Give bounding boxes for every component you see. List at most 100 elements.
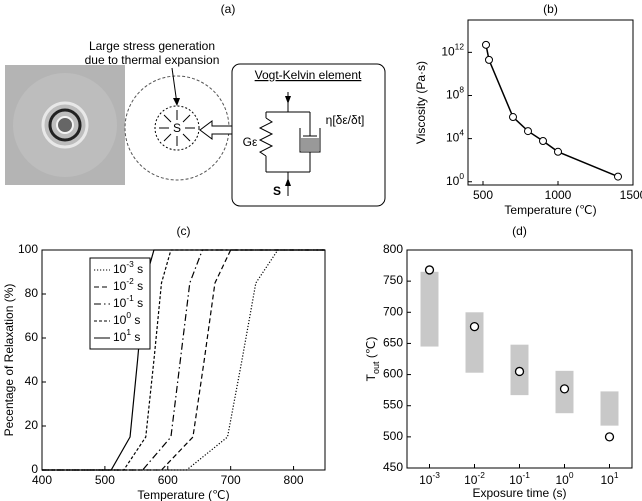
text-run: 10 — [446, 131, 460, 145]
text-run: 800 — [284, 473, 304, 487]
text-run: 800 — [383, 242, 403, 256]
text-run: 100 — [18, 242, 38, 256]
y-tick-label: 550 — [383, 398, 403, 412]
text-run: (b) — [543, 2, 558, 16]
y-tick-label: 80 — [25, 286, 39, 300]
text-run: Pecentage of Relaxation (%) — [2, 284, 16, 437]
text-run: 550 — [383, 398, 403, 412]
y-tick-label: 500 — [383, 429, 403, 443]
text-run: 400 — [32, 473, 52, 487]
text-run: 10 — [441, 45, 455, 59]
text-run: (℃) — [364, 337, 378, 362]
x-axis-label: Temperature (℃) — [504, 203, 596, 217]
text-run: 10 — [113, 330, 127, 344]
text-run: 500 — [473, 188, 493, 202]
text-run: Vogt-Kelvin element — [255, 68, 362, 82]
x-tick-label: 600 — [158, 473, 178, 487]
superscript: 1 — [126, 327, 131, 337]
text-run: 450 — [383, 460, 403, 474]
x-tick-label: 400 — [32, 473, 52, 487]
text-run: 1000 — [545, 188, 572, 202]
y-axis-label: Tout (℃) — [364, 337, 381, 382]
superscript: -3 — [126, 259, 134, 269]
plot-frame — [41, 249, 326, 471]
text-run: 80 — [25, 286, 39, 300]
hollow-arrow — [199, 120, 233, 140]
text-run: Viscosity (Pa·s) — [414, 61, 428, 144]
y-tick-label: 104 — [446, 128, 464, 145]
text-run: 500 — [95, 473, 115, 487]
data-point — [469, 321, 480, 332]
micrograph-ring — [41, 101, 89, 149]
legend-label: 10-3 s — [113, 259, 143, 276]
force-arrow — [285, 96, 291, 104]
data-point — [424, 265, 435, 275]
chart-title: (d) — [512, 224, 527, 238]
text-run: Gε — [243, 135, 258, 149]
data-point — [482, 40, 490, 49]
text-run: 60 — [25, 330, 39, 344]
data-point — [614, 172, 622, 181]
text-run: 500 — [383, 429, 403, 443]
data-line — [42, 249, 325, 471]
legend-label: 100 s — [113, 310, 140, 327]
text-run: 10 — [600, 473, 614, 487]
text-run: 10 — [464, 473, 478, 487]
y-axis-label: Viscosity (Pa·s) — [414, 61, 428, 144]
y-tick-label: 450 — [383, 460, 403, 474]
superscript: 0 — [569, 470, 574, 480]
text-run: 10 — [446, 174, 460, 188]
x-tick-label: 101 — [600, 470, 618, 487]
spring-label: Gε — [243, 135, 258, 149]
text-run: 40 — [25, 374, 39, 388]
element-box — [231, 63, 386, 207]
text-run: 10 — [509, 473, 523, 487]
range-bar — [465, 312, 484, 373]
data-line — [42, 249, 325, 471]
data-point — [554, 147, 562, 156]
superscript: -1 — [126, 293, 134, 303]
text-run: Exposure time (s) — [472, 486, 566, 500]
legend-label: 10-2 s — [113, 276, 143, 293]
text-run: 0 — [31, 462, 38, 476]
x-tick-label: 500 — [473, 188, 493, 202]
dashpot-fluid — [301, 138, 319, 151]
text-run: (d) — [512, 224, 527, 238]
x-tick-label: 100 — [555, 470, 573, 487]
range-bar — [420, 271, 439, 347]
pointer-head — [173, 98, 180, 106]
data-point — [524, 127, 532, 136]
annotation: Large stress generation — [89, 39, 215, 53]
panel-label: (a) — [221, 2, 236, 16]
y-tick-label: 60 — [25, 330, 39, 344]
text-run: 600 — [383, 367, 403, 381]
y-tick-label: 700 — [383, 304, 403, 318]
superscript: 0 — [126, 310, 131, 320]
superscript: -1 — [522, 470, 530, 480]
y-tick-label: 108 — [446, 85, 464, 102]
text-run: S — [173, 121, 181, 135]
y-tick-label: 750 — [383, 273, 403, 287]
micrograph-core — [56, 116, 74, 134]
data-point — [485, 55, 493, 64]
data-point — [514, 366, 525, 377]
text-run: Temperature (℃) — [137, 488, 229, 501]
text-run: 700 — [383, 304, 403, 318]
superscript: 12 — [455, 42, 465, 52]
y-tick-label: 0 — [31, 462, 38, 476]
superscript: 1 — [614, 470, 619, 480]
data-point — [539, 137, 547, 146]
micrograph-ring — [48, 108, 82, 142]
text-run: 700 — [221, 473, 241, 487]
text-run: 10 — [113, 262, 127, 276]
text-run: 10 — [113, 313, 127, 327]
text-run: 10 — [419, 473, 433, 487]
text-run: 10 — [446, 88, 460, 102]
x-tick-label: 1500 — [620, 188, 642, 202]
text-run: 650 — [383, 336, 403, 350]
chart-title: (b) — [543, 2, 558, 16]
text-run: s — [131, 313, 140, 327]
text-run: 10 — [555, 473, 569, 487]
data-line — [42, 249, 325, 471]
